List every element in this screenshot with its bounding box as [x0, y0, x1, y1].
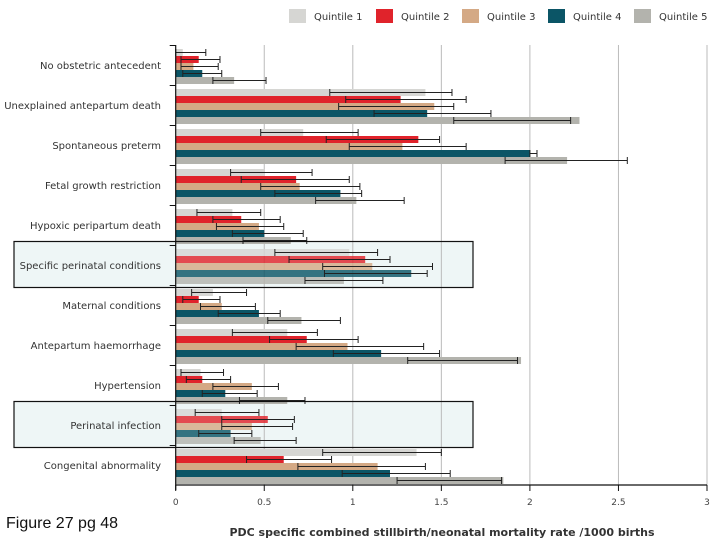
x-axis-title: PDC specific combined stillbirth/neonata…: [229, 526, 655, 539]
legend-label: Quintile 5: [659, 12, 708, 23]
error-bars: [175, 49, 628, 484]
legend-swatch: [634, 9, 651, 23]
bar: [175, 117, 580, 124]
bar: [175, 310, 259, 317]
legend-swatch: [289, 9, 306, 23]
axes: 0 0.5 1 1.5 2 2.5 3: [169, 45, 710, 508]
bar: [175, 157, 568, 164]
highlight-box: [13, 240, 474, 289]
category-label: Specific perinatal conditions: [20, 261, 161, 272]
category-label: Antepartum haemorrhage: [31, 341, 161, 352]
bar: [175, 329, 288, 336]
bar: [175, 397, 288, 404]
bar: [175, 136, 419, 143]
bar: [175, 317, 302, 324]
x-tick-label: 2.5: [611, 498, 625, 508]
bar: [175, 463, 378, 470]
bar: [175, 129, 304, 136]
bar: [175, 470, 390, 477]
bar: [175, 449, 417, 456]
bar: [175, 150, 530, 157]
bar: [175, 143, 403, 150]
x-tick-label: 0: [173, 498, 179, 508]
category-label: Maternal conditions: [62, 301, 161, 312]
bar: [175, 197, 357, 204]
bar: [175, 270, 412, 277]
bar: [175, 190, 341, 197]
x-tick-label: 1.5: [434, 498, 448, 508]
legend-swatch: [548, 9, 565, 23]
bar: [175, 357, 522, 364]
bar: [175, 89, 426, 96]
bar: [175, 336, 307, 343]
bar: [175, 477, 504, 484]
bar: [175, 169, 265, 176]
bar: [175, 456, 284, 463]
legend-label: Quintile 1: [314, 12, 363, 23]
legend: Quintile 1 Quintile 2 Quintile 3 Quintile 4…: [289, 9, 708, 23]
category-labels: No obstetric antecedent Unexplained antep…: [4, 61, 161, 472]
bar: [175, 350, 382, 357]
bar: [175, 183, 300, 190]
category-label: Unexplained antepartum death: [4, 101, 161, 112]
bar: [175, 176, 297, 183]
legend-swatch: [462, 9, 479, 23]
x-tick-label: 1: [350, 498, 356, 508]
legend-label: Quintile 4: [573, 12, 622, 23]
x-tick-label: 3: [704, 498, 710, 508]
bar: [175, 110, 428, 117]
highlight-box: [13, 400, 474, 449]
legend-label: Quintile 3: [487, 12, 536, 23]
category-label: Congenital abnormality: [44, 461, 161, 472]
bar: [175, 390, 226, 397]
legend-swatch: [376, 9, 393, 23]
category-label: Spontaneous preterm: [52, 141, 161, 152]
bar: [175, 256, 366, 263]
bar: [175, 277, 344, 284]
bar: [175, 96, 401, 103]
category-label: Hypoxic peripartum death: [30, 221, 161, 232]
bar: [175, 263, 373, 270]
category-label: No obstetric antecedent: [40, 61, 161, 72]
x-tick-label: 0.5: [257, 498, 271, 508]
bar: [175, 230, 265, 237]
bar: [175, 216, 242, 223]
bar: [175, 343, 348, 350]
bar: [175, 237, 291, 244]
category-label: Fetal growth restriction: [45, 181, 161, 192]
bar: [175, 77, 235, 84]
category-label: Perinatal infection: [70, 421, 161, 432]
bar: [175, 437, 261, 444]
bar: [175, 249, 350, 256]
bar: [175, 303, 222, 310]
legend-label: Quintile 2: [401, 12, 450, 23]
bar: [175, 423, 252, 430]
highlight-overlay: [13, 240, 474, 449]
x-tick-label: 2: [527, 498, 533, 508]
category-label: Hypertension: [94, 381, 161, 392]
figure-caption: Figure 27 pg 48: [6, 515, 119, 532]
bar: [175, 103, 435, 110]
